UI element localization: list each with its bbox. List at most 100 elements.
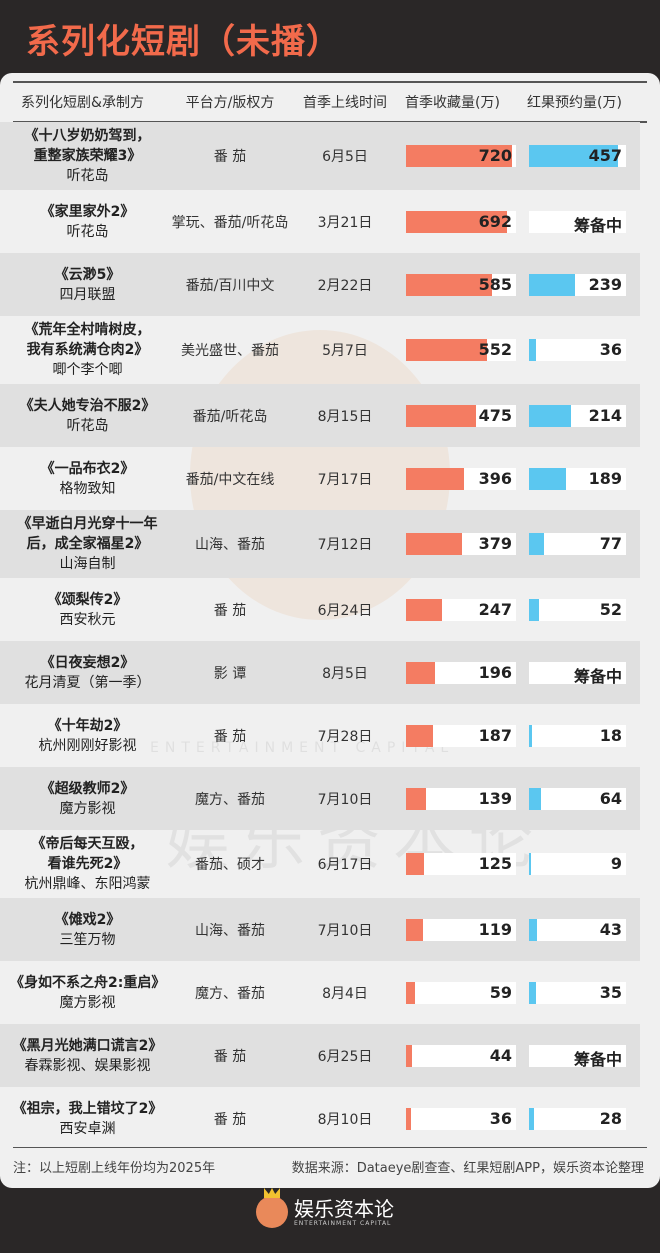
header-date: 首季上线时间 — [303, 95, 387, 111]
collect-track: 379 — [406, 533, 516, 555]
brand-logo: 娱乐资本论 ENTERTAINMENT CAPITAL — [256, 1188, 394, 1228]
hongguo-track: 214 — [529, 404, 626, 427]
title-cell: 《黑月光她满口谎言2》 春霖影视、娱果影视 — [10, 1036, 165, 1076]
hongguo-value: 18 — [599, 725, 622, 745]
title-cell: 《夫人她专治不服2》 听花岛 — [10, 396, 165, 436]
hongguo-cell: 77 — [519, 533, 649, 555]
hongguo-value: 36 — [599, 340, 622, 359]
producer: 春霖影视、娱果影视 — [24, 1057, 151, 1074]
hongguo-track: 9 — [529, 853, 626, 875]
hongguo-bar — [529, 339, 536, 361]
hongguo-value: 43 — [599, 919, 622, 939]
table-row: 《身如不系之舟2:重启》 魔方影视 魔方、番茄 8月4日 59 35 — [0, 961, 640, 1024]
hongguo-cell: 36 — [519, 339, 649, 361]
producer: 山海自制 — [59, 556, 116, 572]
collect-bar — [406, 787, 427, 810]
release-date: 6月17日 — [317, 857, 373, 873]
collect-bar — [406, 533, 462, 555]
logo-name: 娱乐资本论 — [294, 1196, 394, 1221]
producer: 魔方影视 — [59, 994, 116, 1011]
collect-track: 125 — [406, 853, 516, 875]
table-row: 《一品布衣2》 格物致知 番茄/中文在线 7月17日 396 189 — [0, 447, 640, 510]
drama-title: 《早逝白月光穿十一年 — [17, 516, 158, 532]
drama-title: 《黑月光她满口谎言2》 — [12, 1037, 163, 1054]
platform: 掌玩、番茄/听花岛 — [171, 214, 289, 231]
producer: 花月清夏（第一季） — [24, 674, 151, 691]
hongguo-track: 36 — [529, 339, 626, 361]
collect-value: 247 — [478, 599, 512, 619]
producer: 听花岛 — [66, 417, 109, 434]
table-header: 系列化短剧&承制方 平台方/版权方 首季上线时间 首季收藏量(万) 红果预约量(… — [0, 82, 660, 122]
hongguo-cell: 189 — [519, 467, 649, 490]
collect-bar — [406, 404, 476, 427]
hongguo-value: 239 — [588, 274, 622, 294]
platform: 魔方、番茄 — [195, 791, 265, 808]
collect-track: 196 — [406, 661, 516, 684]
drama-title: 《夫人她专治不服2》 — [19, 397, 156, 414]
platform: 山海、番茄 — [195, 922, 265, 939]
collect-value: 396 — [478, 468, 512, 488]
collect-cell: 692 — [395, 210, 519, 233]
collect-cell: 720 — [395, 145, 519, 167]
table-row: 《日夜妄想2》 花月清夏（第一季） 影 谭 8月5日 196 筹备中 — [0, 641, 640, 704]
collect-cell: 125 — [395, 853, 519, 875]
release-date: 8月15日 — [317, 408, 373, 425]
producer: 格物致知 — [59, 480, 116, 497]
hongguo-cell: 52 — [519, 598, 649, 621]
hongguo-track: 64 — [529, 787, 626, 810]
drama-title: 《傩戏2》 — [54, 911, 121, 928]
hongguo-value: 214 — [588, 405, 622, 425]
table-row: 《超级教师2》 魔方影视 魔方、番茄 7月10日 139 64 — [0, 767, 640, 830]
hongguo-value: 28 — [599, 1108, 622, 1128]
collect-value: 59 — [489, 982, 512, 1002]
drama-title: 《家里家外2》 — [40, 203, 135, 220]
collect-cell: 585 — [395, 273, 519, 296]
hongguo-bar — [529, 918, 538, 941]
page-title: 系列化短剧（未播） — [26, 22, 341, 62]
collect-track: 475 — [406, 404, 516, 427]
release-date: 7月28日 — [317, 728, 373, 745]
collect-value: 119 — [478, 919, 512, 939]
hongguo-value: 筹备中 — [573, 1049, 622, 1069]
collect-cell: 196 — [395, 661, 519, 684]
table-row: 《荒年全村啃树皮， 我有系统满仓肉2》 唧个李个唧 美光盛世、番茄 5月7日 552… — [0, 316, 640, 384]
hongguo-cell: 筹备中 — [519, 210, 649, 235]
collect-cell: 119 — [395, 918, 519, 941]
collect-track: 692 — [406, 210, 516, 233]
hongguo-value: 64 — [599, 788, 622, 808]
watermark-en: ENTERTAINMENT CAPITAL — [150, 740, 455, 756]
collect-bar — [406, 145, 512, 167]
title-cell: 《祖宗，我上错坟了2》 西安卓渊 — [10, 1099, 165, 1139]
collect-value: 720 — [478, 146, 512, 165]
collect-track: 552 — [406, 339, 516, 361]
hongguo-value: 9 — [610, 854, 622, 873]
header-hongguo: 红果预约量(万) — [527, 95, 622, 111]
hongguo-bar — [529, 467, 566, 490]
hongguo-track: 189 — [529, 467, 626, 490]
producer: 听花岛 — [66, 223, 109, 240]
hongguo-cell: 64 — [519, 787, 649, 810]
collect-bar — [406, 1044, 413, 1067]
table-row: 《祖宗，我上错坟了2》 西安卓渊 番 茄 8月10日 36 28 — [0, 1087, 640, 1150]
collect-track: 585 — [406, 273, 516, 296]
producer: 听花岛 — [66, 168, 109, 184]
collect-cell: 139 — [395, 787, 519, 810]
collect-value: 585 — [478, 274, 512, 294]
title-cell: 《日夜妄想2》 花月清夏（第一季） — [10, 653, 165, 693]
drama-title: 《颂梨传2》 — [47, 591, 128, 608]
divider — [13, 1147, 647, 1148]
table-row: 《十年劫2》 杭州刚刚好影视 番 茄 7月28日 187 18 — [0, 704, 640, 767]
collect-bar — [406, 724, 434, 747]
hongguo-track: 77 — [529, 533, 626, 555]
release-date: 8月5日 — [322, 665, 368, 682]
hongguo-track: 18 — [529, 724, 626, 747]
collect-bar — [406, 467, 465, 490]
hongguo-track: 筹备中 — [529, 1044, 626, 1069]
collect-cell: 396 — [395, 467, 519, 490]
hongguo-value: 457 — [588, 146, 622, 165]
title-cell: 《颂梨传2》 西安秋元 — [10, 590, 165, 630]
table-body: 《十八岁奶奶驾到， 重整家族荣耀3》 听花岛 番 茄 6月5日 720 457 《家里… — [0, 122, 640, 1150]
footnote: 注：以上短剧上线年份均为2025年 — [13, 1161, 216, 1176]
drama-title: 《云渺5》 — [54, 266, 121, 283]
hongguo-cell: 9 — [519, 853, 649, 875]
